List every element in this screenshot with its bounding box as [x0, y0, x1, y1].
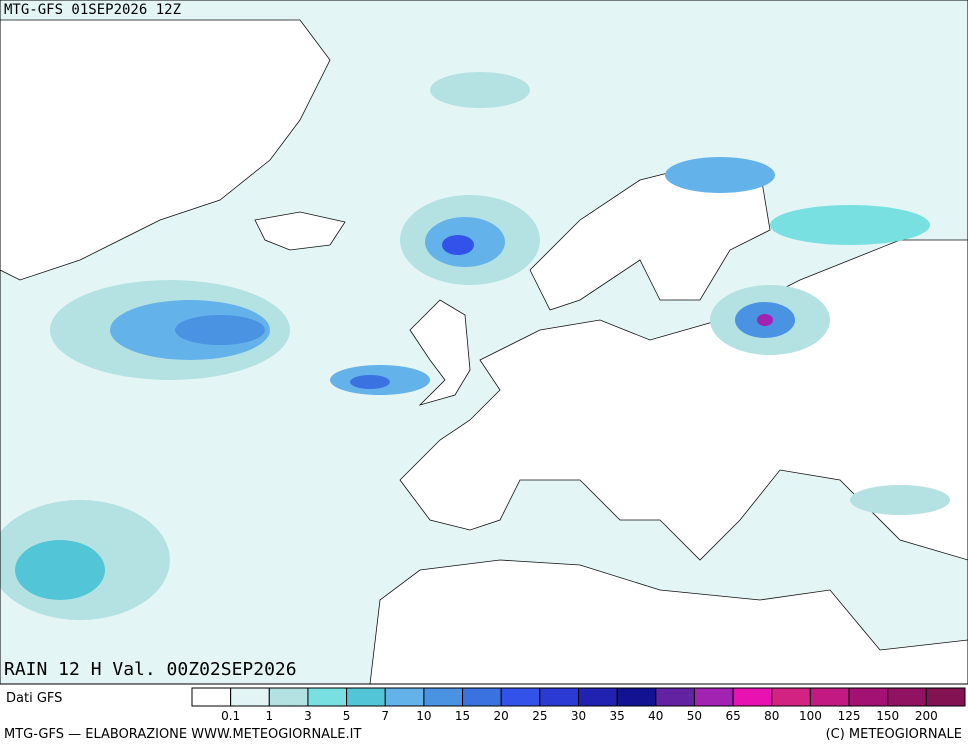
legend-swatch	[809, 687, 850, 707]
legend-swatch	[500, 687, 541, 707]
legend-level: 150	[876, 709, 899, 723]
legend-level: 65	[725, 709, 740, 723]
legend-swatch	[230, 687, 270, 707]
legend-level: 25	[532, 709, 547, 723]
legend-swatch	[732, 687, 773, 707]
legend-swatch	[423, 687, 464, 707]
legend-swatch	[616, 687, 657, 707]
footer-left: MTG-GFS — ELABORAZIONE WWW.METEOGIORNALE…	[4, 727, 361, 742]
rain-area	[850, 485, 950, 515]
rain-area	[442, 235, 474, 255]
legend-swatch	[655, 687, 695, 707]
legend-swatch	[307, 687, 348, 707]
legend-level: 0.1	[221, 709, 240, 723]
legend-level: 7	[381, 709, 389, 723]
legend-level: 3	[304, 709, 312, 723]
legend-swatch	[191, 687, 232, 707]
footer-right: (C) METEOGIORNALE	[826, 727, 962, 742]
legend-swatch	[771, 687, 811, 707]
rain-area	[770, 205, 930, 245]
legend-swatch	[887, 687, 927, 707]
legend-level: 80	[764, 709, 779, 723]
legend-swatch	[925, 687, 966, 707]
british-isles	[409, 299, 471, 406]
precipitation	[0, 72, 950, 620]
legend-level: 125	[838, 709, 861, 723]
map: MTG-GFS 01SEP2026 12Z RAIN 12 H Val. 00Z…	[0, 0, 968, 685]
legend-level: 1	[265, 709, 273, 723]
rain-area	[430, 72, 530, 108]
legend-level: 15	[455, 709, 470, 723]
legend-level: 35	[610, 709, 625, 723]
iceland	[254, 211, 346, 251]
rain-area	[15, 540, 105, 600]
greenland	[0, 19, 331, 281]
legend-swatch	[578, 687, 618, 707]
rain-area	[665, 157, 775, 193]
scandinavia	[529, 164, 771, 311]
legend-swatch	[384, 687, 425, 707]
rain-area	[175, 315, 265, 345]
legend-level: 40	[648, 709, 663, 723]
rain-area	[757, 314, 773, 326]
legend-level: 30	[571, 709, 586, 723]
map-frame	[0, 0, 968, 685]
rain-area	[350, 375, 390, 389]
legend-level: 200	[915, 709, 938, 723]
map-label: RAIN 12 H Val. 00Z02SEP2026	[4, 659, 297, 680]
legend-swatch	[693, 687, 734, 707]
legend-level: 100	[799, 709, 822, 723]
legend-swatch	[462, 687, 502, 707]
legend-swatch	[539, 687, 579, 707]
legend-swatch	[848, 687, 889, 707]
legend-level: 5	[343, 709, 351, 723]
legend-swatch	[346, 687, 386, 707]
legend-level: 10	[416, 709, 431, 723]
header-title: MTG-GFS 01SEP2026 12Z	[4, 2, 181, 18]
color-legend: 0.1 1 3 5 7 10 15 20 25 30 35 40 50 65 80 100 125 150 200	[191, 687, 966, 723]
legend-source: Dati GFS	[6, 691, 62, 706]
legend-level: 50	[687, 709, 702, 723]
legend-level: 20	[494, 709, 509, 723]
legend-swatch	[268, 687, 309, 707]
